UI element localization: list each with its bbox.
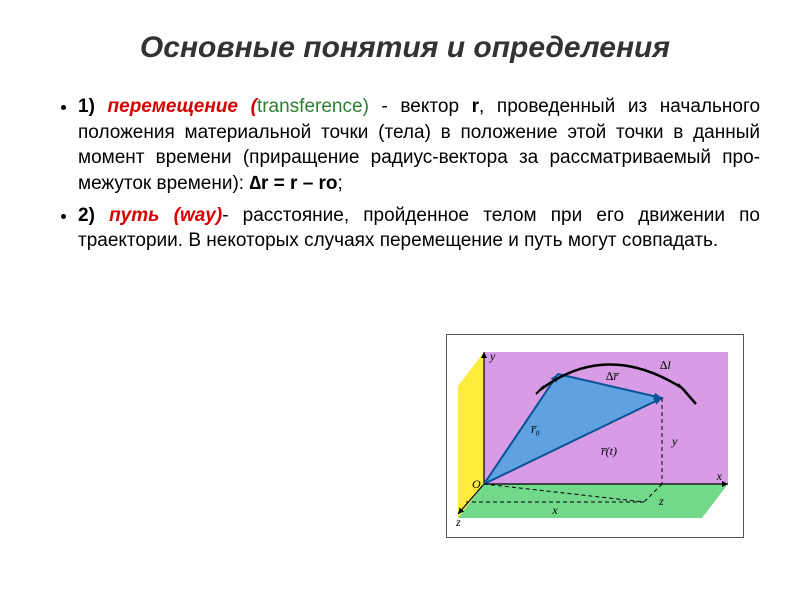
- text: - вектор: [382, 96, 472, 117]
- term: путь: [109, 205, 159, 226]
- svg-text:y: y: [489, 349, 496, 363]
- paren-open: (: [159, 205, 180, 226]
- svg-text:y: y: [671, 434, 678, 448]
- svg-text:z: z: [455, 515, 461, 529]
- svg-text:∆r̅: ∆r̅: [606, 369, 620, 383]
- translit: transference: [257, 96, 363, 117]
- var-r: r: [472, 96, 479, 117]
- list-item: 1) перемещение (transference) - вектор r…: [78, 94, 760, 197]
- item-number: 2): [78, 205, 95, 226]
- page-title: Основные понятия и определения: [50, 30, 760, 66]
- formula: ∆r = r – ro: [249, 173, 337, 194]
- svg-text:O: O: [472, 477, 481, 491]
- translit: way: [180, 205, 216, 226]
- list-item: 2) путь (way)- расстояние, пройденное те…: [78, 203, 760, 254]
- svg-text:z: z: [658, 494, 664, 508]
- diagram-svg: Ox y z r̅₀ ∆r̅ r̅(t) ∆l y z x: [446, 334, 744, 538]
- svg-text:x: x: [716, 469, 723, 483]
- svg-text:∆l: ∆l: [660, 358, 671, 372]
- svg-text:r̅(t): r̅(t): [600, 444, 617, 458]
- svg-text:r̅₀: r̅₀: [530, 422, 539, 436]
- svg-text:x: x: [551, 503, 558, 517]
- bullet-list: 1) перемещение ( transference) - вектор r…: [60, 94, 760, 254]
- slide: Основные понятия и определения 1) переме…: [0, 0, 800, 600]
- term: перемещение: [108, 96, 238, 117]
- paren-close: ): [363, 96, 369, 117]
- diagram: Ox y z r̅₀ ∆r̅ r̅(t) ∆l y z x: [446, 334, 744, 538]
- item-number: 1): [78, 96, 95, 117]
- text: ;: [338, 173, 343, 194]
